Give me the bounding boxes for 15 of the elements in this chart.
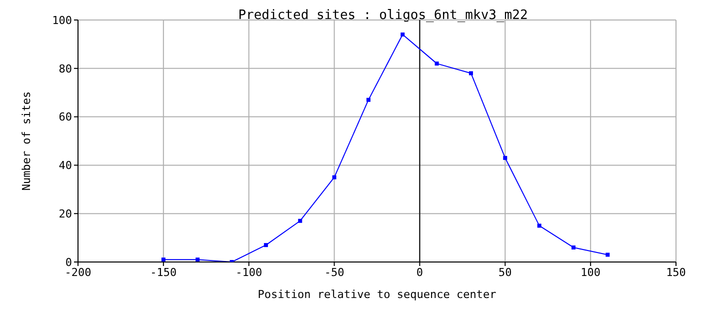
y-axis-title: Number of sites — [20, 91, 33, 191]
x-tick-label: 150 — [666, 266, 686, 279]
y-tick-label: 100 — [52, 14, 72, 27]
x-tick-label: -50 — [324, 266, 344, 279]
x-axis-title: Position relative to sequence center — [258, 288, 497, 301]
y-tick-label: 20 — [58, 208, 72, 221]
x-tick-label: -100 — [236, 266, 262, 279]
x-tick-label: 100 — [580, 266, 601, 279]
y-tick-label: 60 — [58, 110, 72, 124]
chart-title: Predicted sites : oligos_6nt_mkv3_m22 — [238, 8, 528, 23]
y-tick-label: 40 — [58, 159, 72, 172]
x-tick-label: 50 — [498, 266, 512, 279]
y-tick-label: 80 — [58, 62, 72, 76]
x-tick-label: -150 — [150, 266, 177, 279]
x-tick-label: 0 — [416, 266, 424, 279]
